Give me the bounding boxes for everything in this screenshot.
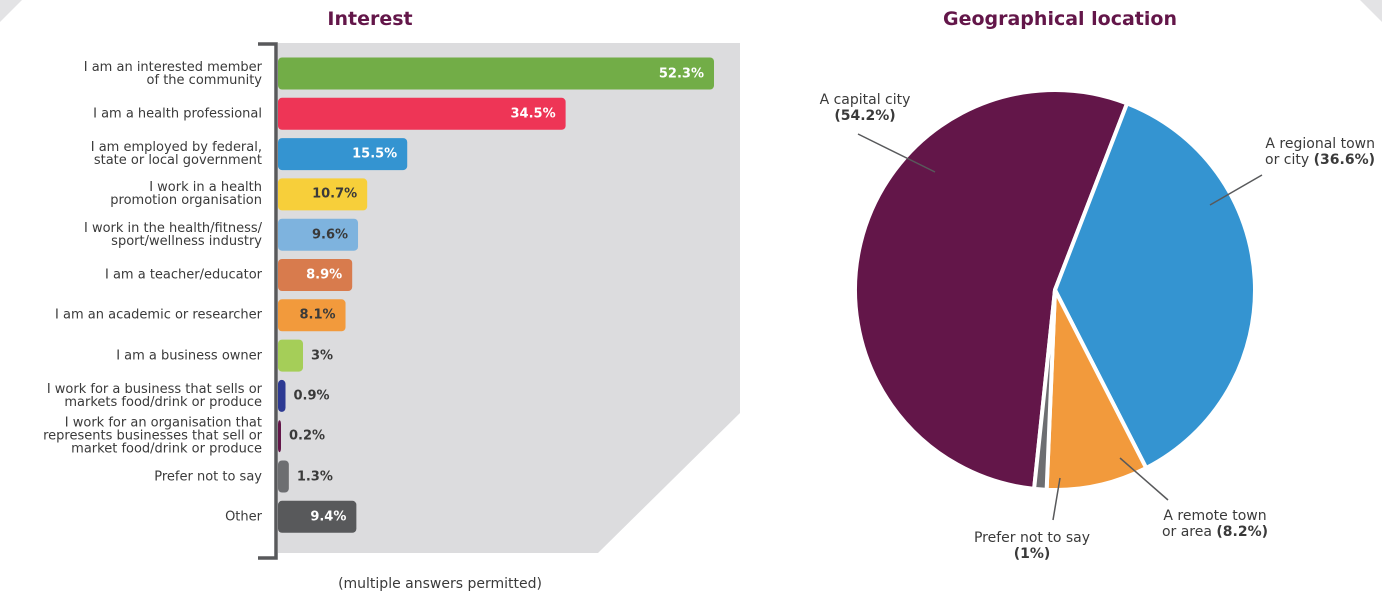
leader-line-0 — [857, 133, 936, 173]
value-label: 8.1% — [299, 307, 336, 323]
pie-slice-1 — [1053, 101, 1257, 471]
category-label: I work in the health/fitness/ sport/well… — [84, 220, 262, 249]
category-label: I am a business owner — [116, 348, 262, 364]
bar-6 — [278, 299, 346, 332]
pie-slice-label: Prefer not to say (1%) — [952, 530, 1112, 562]
bar-chart-background — [278, 43, 740, 553]
bar-5 — [278, 259, 353, 291]
category-label: Other — [225, 509, 262, 525]
category-label: I am a health professional — [93, 106, 262, 122]
pie-slice-value: (54.2%) — [834, 108, 896, 124]
corner-decoration-left — [0, 0, 22, 22]
pie-slice-value: (36.6%) — [1313, 152, 1375, 168]
value-label: 9.6% — [311, 227, 349, 243]
value-label: 9.4% — [310, 509, 347, 525]
category-label: I am an academic or researcher — [55, 307, 262, 323]
category-label: I am an interested member of the communi… — [83, 59, 262, 88]
value-label: 0.9% — [293, 388, 330, 404]
interest-chart-title: Interest — [327, 8, 413, 30]
pie-slice-label: A capital city (54.2%) — [770, 92, 960, 124]
leader-line-3 — [1052, 477, 1061, 521]
geo-chart-title: Geographical location — [942, 8, 1177, 30]
bar-3 — [278, 178, 368, 211]
value-label: 0.2% — [289, 428, 326, 444]
category-label: I work in a health promotion organisatio… — [110, 180, 262, 209]
bar-7 — [278, 339, 304, 372]
value-label: 1.3% — [296, 469, 333, 484]
value-label: 52.3% — [658, 66, 704, 81]
pie-slice-label: A remote town or area (8.2%) — [1125, 508, 1305, 540]
bar-11 — [278, 500, 357, 533]
bar-8 — [278, 379, 286, 412]
pie-slice-value: (1%) — [1013, 546, 1051, 562]
value-label: 34.5% — [510, 106, 556, 122]
corner-decoration-right — [1360, 0, 1382, 22]
pie-slice-label: A regional town or city (36.6%) — [1180, 136, 1375, 168]
pie-slice-label-text: A capital city — [819, 92, 911, 108]
pie-slice-label-text: A regional town or city — [1265, 136, 1375, 168]
value-label: 10.7% — [312, 186, 358, 202]
bar-9 — [278, 420, 281, 453]
category-label: I am a teacher/educator — [105, 267, 262, 283]
pie-slice-0 — [852, 88, 1130, 491]
bar-1 — [278, 97, 566, 130]
pie-slice-value: (8.2%) — [1216, 524, 1269, 540]
pie-slice-label-text: Prefer not to say — [973, 530, 1091, 546]
category-label: Prefer not to say — [154, 469, 262, 484]
bar-2 — [278, 138, 408, 171]
value-label: 8.9% — [306, 267, 343, 283]
value-label: 3% — [311, 348, 334, 364]
leader-line-2 — [1119, 457, 1169, 501]
pie-slice-label-text: A remote town or area — [1161, 508, 1267, 540]
pie-slice-3 — [1032, 288, 1057, 492]
bar-0 — [278, 57, 714, 90]
category-label: I am employed by federal, state or local… — [90, 140, 262, 169]
bar-chart-bracket — [258, 42, 278, 560]
value-label: 15.5% — [352, 146, 398, 162]
chart-note: (multiple answers permitted) — [338, 576, 542, 592]
bar-10 — [278, 460, 289, 493]
bar-4 — [278, 218, 359, 251]
category-label: I work for an organisation that represen… — [43, 415, 262, 457]
category-label: I work for a business that sells or mark… — [46, 381, 262, 410]
leader-line-1 — [1209, 174, 1263, 206]
